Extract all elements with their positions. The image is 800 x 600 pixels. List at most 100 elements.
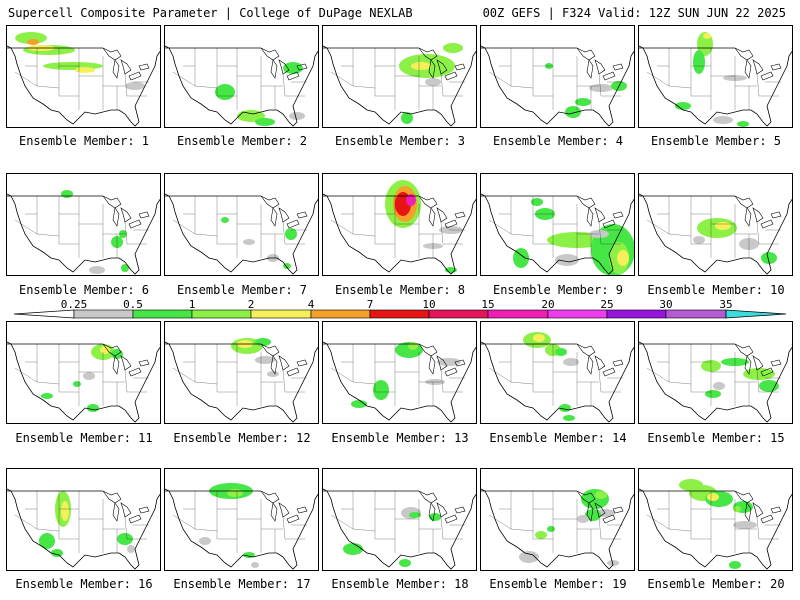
great-lake-outline: [594, 355, 606, 371]
ensemble-member-4-map: [480, 25, 635, 128]
great-lake-outline: [120, 207, 132, 223]
colorbar-bin: [606, 309, 667, 319]
ensemble-member-17-map: [164, 468, 319, 571]
coastline: [481, 45, 634, 127]
scp-contour-blob: [117, 533, 133, 545]
great-lake-outline: [752, 355, 764, 371]
great-lake-outline: [286, 219, 300, 229]
member-15-scp-field: [639, 341, 792, 423]
member-8-scp-field: [323, 180, 476, 275]
state-border: [440, 221, 444, 245]
great-lake-outline: [270, 59, 278, 79]
great-lake-outline: [112, 502, 120, 522]
scp-contour-blob: [243, 239, 255, 245]
state-border: [172, 71, 196, 87]
state-border: [598, 73, 602, 97]
great-lake-outline: [436, 355, 448, 371]
member-6-scp-field: [7, 190, 160, 275]
state-border: [691, 391, 712, 406]
scp-contour-blob: [215, 84, 235, 100]
state-border: [352, 381, 376, 385]
great-lake-outline: [286, 367, 300, 377]
great-lake-outline: [418, 195, 438, 209]
member-2-scp-field: [165, 45, 318, 127]
state-border: [352, 233, 376, 237]
ensemble-member-15-map: [638, 321, 793, 424]
colorbar: [13, 309, 787, 319]
colorbar-tick-label: 30: [659, 298, 673, 311]
member-16-scp-field: [7, 488, 160, 570]
state-border: [488, 71, 512, 87]
colorbar-tick-label: 15: [481, 298, 495, 311]
great-lake-outline: [752, 207, 764, 223]
state-border: [352, 85, 376, 89]
colorbar-bin: [369, 309, 430, 319]
great-lake-outline: [128, 219, 142, 229]
great-lake-outline: [744, 502, 752, 522]
scp-contour-blob: [15, 32, 47, 44]
state-border: [375, 391, 396, 406]
ensemble-member-9-map: [480, 173, 635, 276]
scp-contour-blob: [221, 217, 229, 223]
colorbar-tick-label: 20: [541, 298, 555, 311]
state-border: [14, 219, 38, 235]
state-border: [330, 367, 354, 383]
great-lake-outline: [260, 490, 280, 504]
ensemble-member-10-map: [638, 173, 793, 276]
scp-contour-blob: [411, 62, 431, 70]
scp-contour-blob: [555, 348, 567, 356]
scp-contour-blob: [535, 531, 547, 539]
ensemble-member-label: Ensemble Member: 9: [492, 283, 624, 297]
state-border: [598, 221, 602, 245]
scp-contour-blob: [61, 501, 69, 521]
ensemble-member-label: Ensemble Member: 13: [331, 431, 469, 445]
great-lake-outline: [296, 211, 308, 219]
coastline: [323, 45, 476, 127]
ensemble-member-6-map: [6, 173, 161, 276]
scp-contour-blob: [406, 194, 416, 206]
great-lake-outline: [744, 355, 752, 375]
ensemble-member-5-map: [638, 25, 793, 128]
scp-contour-blob: [595, 491, 607, 499]
state-border: [282, 221, 286, 245]
great-lake-outline: [128, 514, 142, 524]
state-border: [533, 95, 554, 110]
valid-time-label: 00Z GEFS | F324 Valid: 12Z SUN JUN 22 20…: [482, 6, 786, 20]
scp-contour-blob: [227, 489, 243, 497]
colorbar-high-arrow: [725, 309, 787, 319]
colorbar-tick-label: 4: [307, 298, 315, 311]
great-lake-outline: [760, 514, 774, 524]
state-border: [756, 516, 760, 540]
state-border: [282, 73, 286, 97]
state-border: [172, 514, 196, 530]
coastline: [323, 193, 476, 275]
state-border: [124, 221, 128, 245]
scp-contour-blob: [547, 526, 555, 532]
great-lake-outline: [286, 514, 300, 524]
colorbar-tick-label: 0.5: [123, 298, 143, 311]
scp-contour-blob: [61, 190, 73, 198]
great-lake-outline: [102, 47, 122, 61]
great-lake-outline: [586, 59, 594, 79]
state-border: [756, 221, 760, 245]
great-lake-outline: [296, 63, 308, 71]
member-14-scp-field: [481, 332, 634, 423]
ensemble-member-label: Ensemble Member: 15: [647, 431, 785, 445]
great-lake-outline: [454, 63, 466, 71]
state-border: [440, 73, 444, 97]
member-19-scp-field: [481, 488, 634, 570]
state-border: [533, 243, 554, 258]
great-lake-outline: [602, 219, 616, 229]
great-lake-outline: [436, 502, 448, 518]
state-border: [756, 73, 760, 97]
scp-contour-blob: [761, 252, 777, 264]
scp-contour-blob: [437, 358, 461, 366]
ensemble-member-label: Ensemble Member: 3: [334, 134, 466, 148]
ensemble-member-label: Ensemble Member: 12: [173, 431, 311, 445]
state-border: [14, 514, 38, 530]
great-lake-outline: [138, 506, 150, 514]
state-border: [488, 219, 512, 235]
state-border: [510, 528, 534, 532]
coastline: [639, 45, 792, 127]
great-lake-outline: [744, 207, 752, 227]
